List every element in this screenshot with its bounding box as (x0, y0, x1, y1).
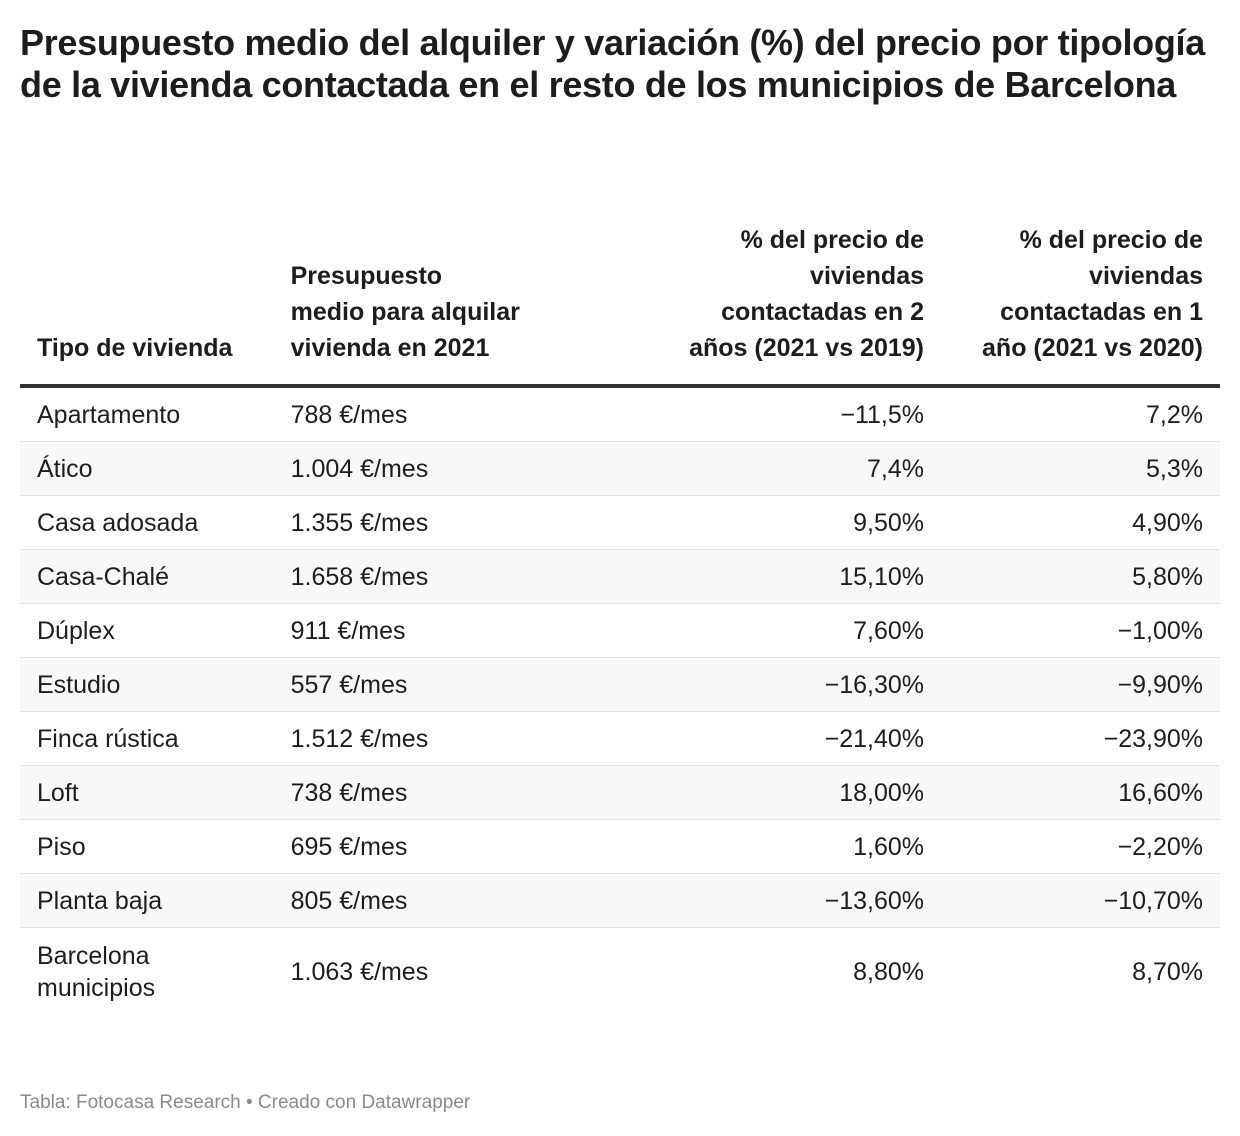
table-cell: −11,5% (607, 386, 941, 442)
table-cell: −23,90% (941, 711, 1220, 766)
table-cell: 1.004 €/mes (273, 441, 608, 496)
table-row: Ático 1.004 €/mes 7,4% 5,3% (20, 441, 1220, 496)
table-row: Apartamento 788 €/mes −11,5% 7,2% (20, 386, 1220, 442)
table-cell: 9,50% (607, 495, 941, 550)
table-cell: 8,80% (853, 958, 924, 986)
table-row: Casa-Chalé 1.658 €/mes 15,10% 5,80% (20, 549, 1220, 604)
table-cell: −16,30% (607, 657, 941, 712)
table-cell: 788 €/mes (273, 386, 608, 442)
table-cell: Piso (20, 819, 274, 874)
table-cell: Dúplex (20, 603, 274, 658)
column-header: % del precio de viviendas contactadas en… (607, 222, 941, 388)
table-cell: 911 €/mes (273, 603, 608, 658)
table-cell: 4,90% (941, 495, 1220, 550)
table-cell: Finca rústica (20, 711, 274, 766)
column-header: Presupuesto medio para alquilar vivienda… (273, 222, 608, 388)
table-row: Dúplex 911 €/mes 7,60% −1,00% (20, 603, 1220, 658)
table-cell: 695 €/mes (273, 819, 608, 874)
table-cell: −21,40% (607, 711, 941, 766)
table-row: Estudio 557 €/mes −16,30% −9,90% (20, 657, 1220, 712)
table-cell: −10,70% (941, 873, 1220, 928)
source-footer: Tabla: Fotocasa Research • Creado con Da… (20, 1092, 471, 1113)
table-cell: −1,00% (941, 603, 1220, 658)
table-row: Planta baja 805 €/mes −13,60% −10,70% (20, 873, 1220, 928)
table-cell: Casa adosada (20, 495, 274, 550)
table-row: Barcelona municipios 1.063 €/mes 8,80% 8,70… (20, 928, 1220, 1017)
table-cell: Estudio (20, 657, 274, 712)
table-cell: −13,60% (607, 873, 941, 928)
table-cell: Ático (20, 441, 274, 496)
table-cell: 5,80% (941, 549, 1220, 604)
data-table: Tipo de vivienda Presupuesto medio para a… (20, 222, 1220, 1016)
table-cell: 16,60% (941, 765, 1220, 820)
table-cell: −2,20% (941, 819, 1220, 874)
header-row: Tipo de vivienda Presupuesto medio para a… (20, 222, 1220, 388)
column-header: Tipo de vivienda (20, 222, 274, 388)
table-cell: Loft (20, 765, 274, 820)
table-cell: 1.063 €/mes (290, 958, 429, 986)
table-cell: Planta baja (20, 873, 274, 928)
table-row: Piso 695 €/mes 1,60% −2,20% (20, 819, 1220, 874)
table-row: Casa adosada 1.355 €/mes 9,50% 4,90% (20, 495, 1220, 550)
table-cell: 1.355 €/mes (273, 495, 608, 550)
table-cell: Casa-Chalé (20, 549, 274, 604)
table-cell: Apartamento (20, 386, 274, 442)
table-cell: Barcelona municipios (37, 942, 156, 1002)
table-cell: 1,60% (607, 819, 941, 874)
table-cell: 557 €/mes (273, 657, 608, 712)
table-cell: 15,10% (607, 549, 941, 604)
table-title: Presupuesto medio del alquiler y variaci… (20, 22, 1205, 105)
table-cell: 8,70% (1132, 958, 1203, 986)
table-cell: 1.658 €/mes (273, 549, 608, 604)
table-cell: 7,60% (607, 603, 941, 658)
table-cell: 805 €/mes (273, 873, 608, 928)
table-cell: 5,3% (941, 441, 1220, 496)
table-cell: 738 €/mes (273, 765, 608, 820)
table-row: Finca rústica 1.512 €/mes −21,40% −23,90% (20, 711, 1220, 766)
column-header: % del precio de viviendas contactadas en… (941, 222, 1220, 388)
table-row: Loft 738 €/mes 18,00% 16,60% (20, 765, 1220, 820)
table-cell: 7,4% (607, 441, 941, 496)
table-cell: 1.512 €/mes (273, 711, 608, 766)
table-cell: 7,2% (941, 386, 1220, 442)
table-cell: 18,00% (607, 765, 941, 820)
table-cell: −9,90% (941, 657, 1220, 712)
